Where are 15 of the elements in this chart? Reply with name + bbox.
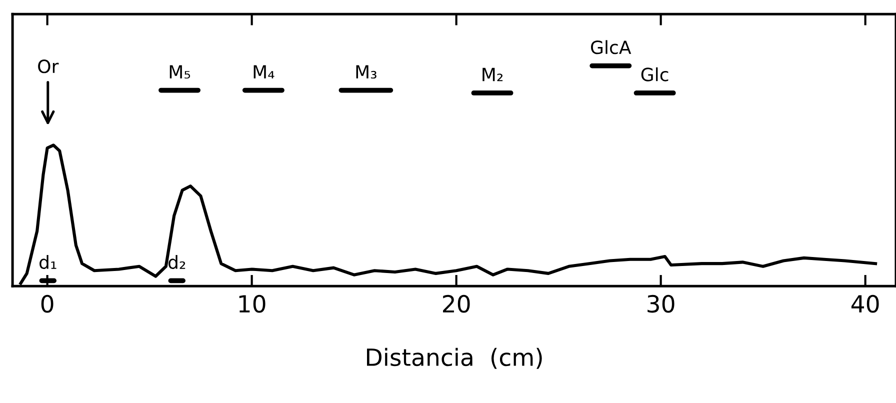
annotation: d₂ [168,255,186,270]
x-axis-title: Distancia (cm) [367,348,542,369]
text: GlcA [591,40,632,54]
text: M₂ [482,68,503,82]
x-tick-label: 10 [239,294,266,313]
annotation: d₁ [40,255,56,270]
text: Glc [641,67,668,82]
text: Or [38,60,59,74]
text: M₅ [170,65,190,79]
x-tick-label: 40 [851,294,879,313]
text: M₄ [254,65,274,78]
x-tick-label: 20 [443,294,470,313]
x-tick-label: 0 [41,294,54,313]
text: M₃ [356,65,376,79]
x-tick-label: 30 [648,294,674,313]
